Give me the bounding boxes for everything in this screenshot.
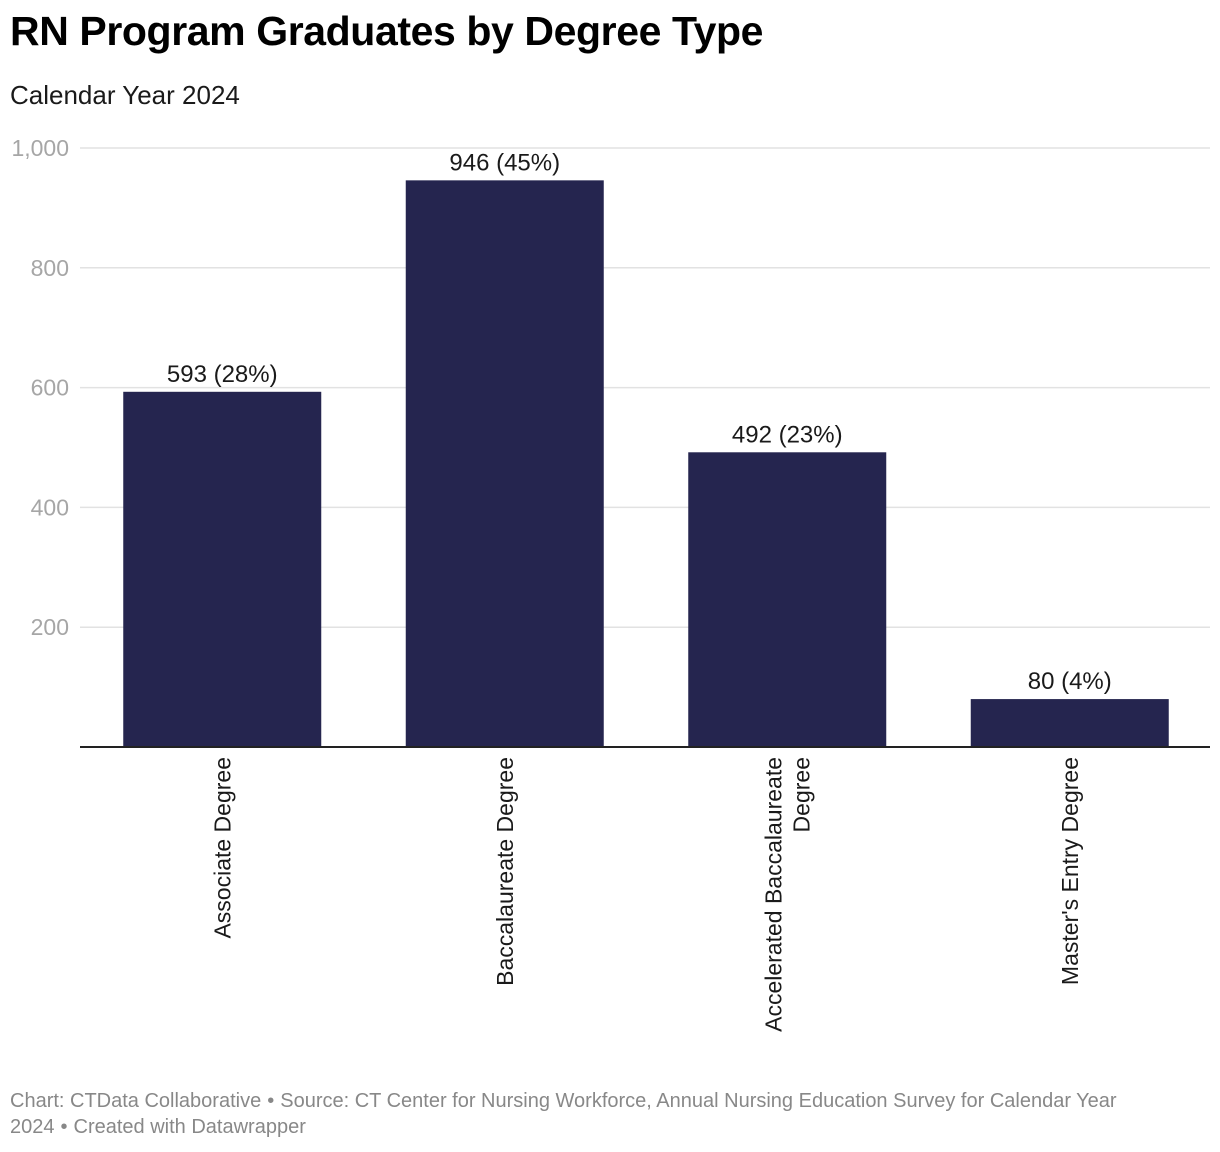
x-tick-label: Baccalaureate Degree: [492, 757, 518, 986]
bar: [688, 452, 887, 747]
data-label: 80 (4%): [1028, 668, 1112, 695]
bar-chart: 200 400 600 800 1,000 593 (28%) Associate Degr…: [11, 135, 1210, 1032]
chart-title: RN Program Graduates by Degree Type: [10, 8, 764, 54]
bar: [123, 391, 322, 747]
x-tick-label: Accelerated Baccalaureate: [760, 757, 786, 1032]
source-note: Source: CT Center for Nursing Workforce,…: [10, 1090, 1117, 1138]
x-tick-label: Degree: [788, 757, 814, 832]
x-tick-label: Master's Entry Degree: [1057, 757, 1083, 985]
footer-separator: •: [267, 1090, 275, 1112]
x-tick-label: Associate Degree: [209, 757, 235, 939]
bar: [405, 180, 604, 747]
chart-footer: Chart: CTData Collaborative • Source: CT C…: [10, 1088, 1210, 1140]
bar: [970, 699, 1169, 747]
tool-credit: Created with Datawrapper: [73, 1116, 306, 1138]
y-tick-label: 800: [31, 255, 69, 281]
data-label: 492 (23%): [732, 421, 843, 448]
data-label: 946 (45%): [449, 149, 560, 176]
chart-subtitle: Calendar Year 2024: [10, 80, 240, 110]
y-tick-label: 400: [31, 494, 69, 520]
y-tick-label: 200: [31, 614, 69, 640]
chart-credit: Chart: CTData Collaborative: [10, 1090, 262, 1112]
footer-separator: •: [60, 1116, 68, 1138]
y-tick-label: 1,000: [11, 135, 69, 161]
data-label: 593 (28%): [167, 361, 278, 388]
y-tick-label: 600: [31, 375, 69, 401]
